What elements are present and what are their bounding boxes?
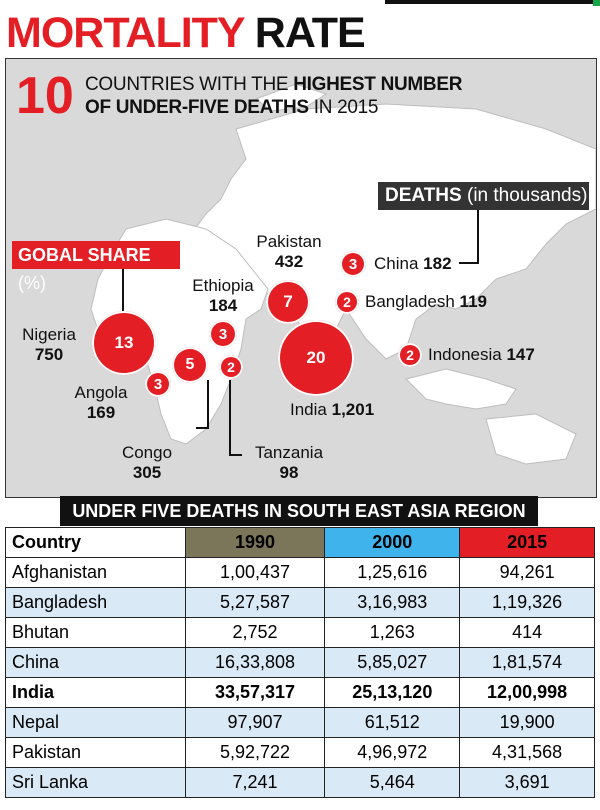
label-ethiopia: Ethiopia 184 xyxy=(192,276,254,315)
share-circle-china: 3 xyxy=(340,251,366,277)
cell-2000: 3,16,983 xyxy=(324,587,461,618)
header-country: Country xyxy=(5,527,186,558)
cell-1990: 33,57,317 xyxy=(184,677,326,708)
count-number: 10 xyxy=(16,67,74,125)
cell-country: India xyxy=(5,677,186,708)
label-indonesia: Indonesia 147 xyxy=(428,345,535,364)
label-china: China 182 xyxy=(374,254,452,273)
cell-country: Afghanistan xyxy=(5,557,186,588)
label-nigeria: Nigeria 750 xyxy=(22,325,76,364)
cell-country: Bhutan xyxy=(5,617,186,648)
cell-2015: 4,31,568 xyxy=(459,737,595,768)
title-red: MORTALITY xyxy=(6,9,245,57)
cell-2000: 5,464 xyxy=(324,767,461,798)
top-rule xyxy=(385,0,600,4)
cell-2015: 1,81,574 xyxy=(459,647,595,678)
cell-2015: 12,00,998 xyxy=(459,677,595,708)
share-circle-india: 20 xyxy=(278,320,354,396)
cell-2015: 94,261 xyxy=(459,557,595,588)
cell-2000: 5,85,027 xyxy=(324,647,461,678)
cell-2015: 1,19,326 xyxy=(459,587,595,618)
table-row-highlight: India 33,57,317 25,13,120 12,00,998 xyxy=(5,677,595,708)
intro-line-1: COUNTRIES WITH THE HIGHEST NUMBER xyxy=(85,74,463,95)
corner-mark xyxy=(593,0,600,6)
label-pakistan: Pakistan 432 xyxy=(256,232,322,271)
cell-2015: 414 xyxy=(459,617,595,648)
share-circle-tanzania: 2 xyxy=(219,355,243,379)
share-legend: GOBAL SHARE (%) xyxy=(12,241,180,293)
label-congo: Congo 305 xyxy=(121,443,173,482)
label-bangladesh: Bangladesh 119 xyxy=(365,292,487,311)
label-tanzania: Tanzania 98 xyxy=(254,443,324,482)
cell-2015: 19,900 xyxy=(459,707,595,738)
cell-country: Pakistan xyxy=(5,737,186,768)
cell-1990: 5,27,587 xyxy=(184,587,326,618)
header-2000: 2000 xyxy=(324,527,461,558)
share-circle-congo: 5 xyxy=(172,347,208,383)
share-circle-bangladesh: 2 xyxy=(335,290,359,314)
intro-line-2: OF UNDER-FIVE DEATHS IN 2015 xyxy=(85,97,379,118)
table-row: Nepal 97,907 61,512 19,900 xyxy=(5,707,595,738)
cell-1990: 16,33,808 xyxy=(184,647,326,678)
callout-lines xyxy=(122,210,479,456)
cell-2015: 3,691 xyxy=(459,767,595,798)
cell-2000: 4,96,972 xyxy=(324,737,461,768)
table-header-row: Country 1990 2000 2015 xyxy=(5,527,595,558)
share-circle-ethiopia: 3 xyxy=(209,320,237,348)
header-2015: 2015 xyxy=(459,527,595,558)
title-black: RATE xyxy=(254,9,366,57)
cell-2000: 1,25,616 xyxy=(324,557,461,588)
share-circle-indonesia: 2 xyxy=(398,343,422,367)
label-india: India 1,201 xyxy=(290,400,375,419)
deaths-table: Country 1990 2000 2015 Afghanistan 1,00,… xyxy=(5,527,595,798)
cell-country: China xyxy=(5,647,186,678)
cell-1990: 1,00,437 xyxy=(184,557,326,588)
table-row: Pakistan 5,92,722 4,96,972 4,31,568 xyxy=(5,737,595,768)
table-title: UNDER FIVE DEATHS IN SOUTH EAST ASIA REG… xyxy=(60,496,538,526)
cell-2000: 1,263 xyxy=(324,617,461,648)
cell-country: Sri Lanka xyxy=(5,767,186,798)
deaths-legend: DEATHS (in thousands) xyxy=(378,182,589,210)
cell-1990: 97,907 xyxy=(184,707,326,738)
share-circle-pakistan: 7 xyxy=(266,280,310,324)
table-row: Afghanistan 1,00,437 1,25,616 94,261 xyxy=(5,557,595,588)
table-row: Sri Lanka 7,241 5,464 3,691 xyxy=(5,767,595,798)
share-circle-nigeria: 13 xyxy=(92,311,156,375)
cell-2000: 61,512 xyxy=(324,707,461,738)
cell-1990: 5,92,722 xyxy=(184,737,326,768)
cell-2000: 25,13,120 xyxy=(324,677,461,708)
header-1990: 1990 xyxy=(184,527,326,558)
table-row: China 16,33,808 5,85,027 1,81,574 xyxy=(5,647,595,678)
label-angola: Angola 169 xyxy=(74,383,128,422)
cell-1990: 7,241 xyxy=(184,767,326,798)
page-title: MORTALITY RATE xyxy=(6,9,366,57)
share-circle-angola: 3 xyxy=(145,371,171,397)
cell-country: Bangladesh xyxy=(5,587,186,618)
table-row: Bangladesh 5,27,587 3,16,983 1,19,326 xyxy=(5,587,595,618)
cell-1990: 2,752 xyxy=(184,617,326,648)
table-row: Bhutan 2,752 1,263 414 xyxy=(5,617,595,648)
cell-country: Nepal xyxy=(5,707,186,738)
